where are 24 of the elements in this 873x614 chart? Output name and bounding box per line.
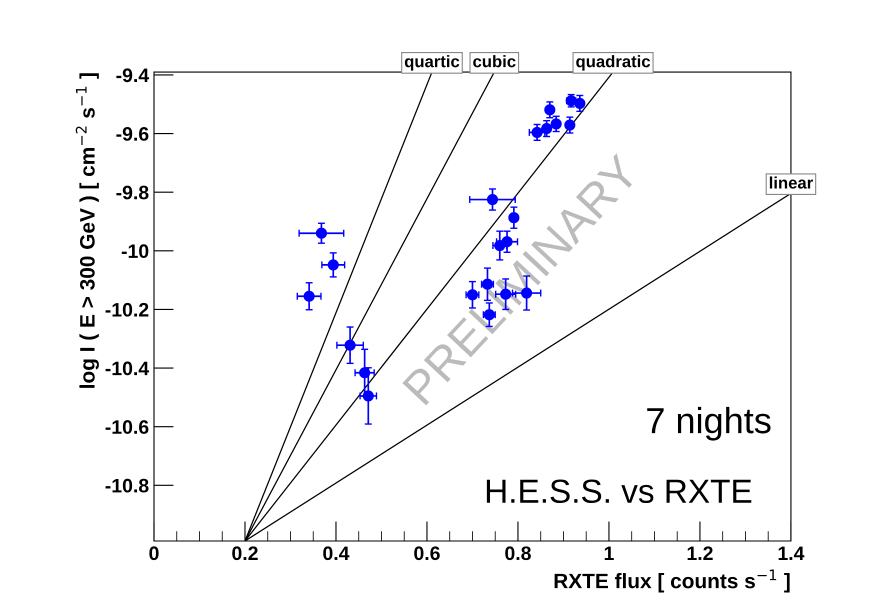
annotation: H.E.S.S. vs RXTE — [486, 479, 752, 504]
y-tick-label: -10 — [122, 244, 148, 258]
y-tick-label: -9.4 — [116, 68, 150, 82]
x-axis-title: RXTE flux [ counts s$^{−1}$ ] — [554, 570, 790, 592]
x-tick-label: 0.6 — [414, 546, 440, 560]
x-tick-label: 0.2 — [232, 546, 258, 560]
y-axis-title: log I ( E > 300 GeV ) [ cm$^{−2}$ s$^{−1}$ ] — [76, 73, 99, 388]
y-tick-label: -10.6 — [106, 420, 148, 434]
x-tick-label: 0 — [149, 546, 159, 560]
y-tick-label: -9.6 — [116, 127, 148, 141]
y-tick-label: -10.2 — [106, 302, 148, 317]
x-tick-label: 1.2 — [688, 546, 713, 560]
y-tick-label: -9.8 — [116, 186, 149, 200]
x-tick-label: 1.4 — [778, 546, 804, 560]
series-label: linear — [770, 176, 813, 189]
annotation: 7 nights — [647, 406, 771, 441]
series-label: quartic — [404, 55, 460, 71]
x-tick-label: 0.4 — [323, 546, 350, 560]
y-tick-label: -10.4 — [106, 362, 150, 376]
series-label: cubic — [473, 55, 516, 68]
x-tick-label: 1 — [604, 546, 614, 560]
x-tick-label: 0.8 — [505, 546, 531, 560]
series-label: quadratic — [576, 55, 650, 71]
y-tick-label: -10.8 — [106, 478, 149, 493]
